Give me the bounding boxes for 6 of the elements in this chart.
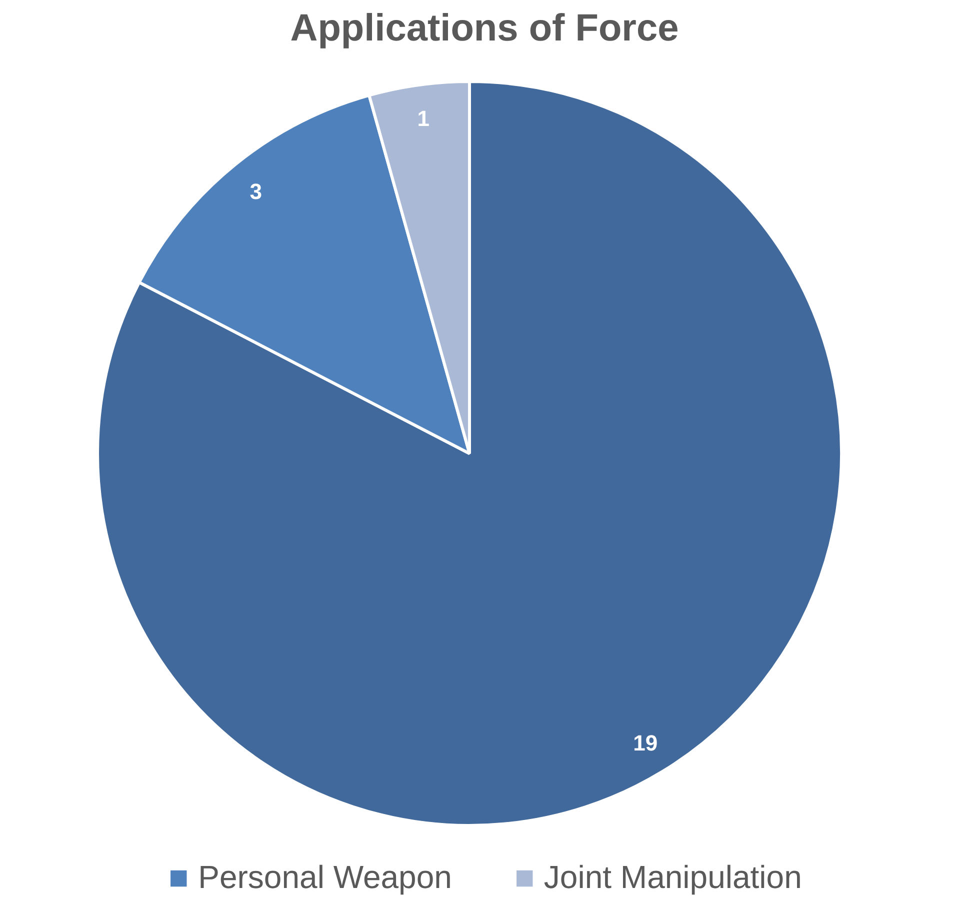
data-label: 3 (250, 178, 262, 204)
data-label: 19 (633, 730, 658, 756)
data-label: 1 (417, 106, 430, 132)
chart-title: Applications of Force (290, 8, 679, 50)
legend-label: Joint Manipulation (544, 859, 802, 896)
legend-label: Personal Weapon (198, 859, 452, 896)
